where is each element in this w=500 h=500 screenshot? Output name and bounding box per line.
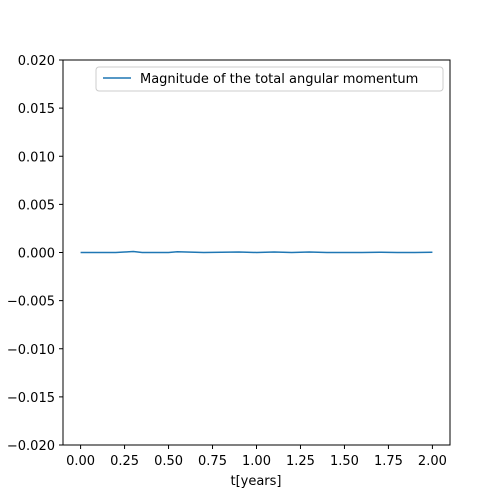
y-tick-label: −0.010 [7, 343, 55, 358]
y-tick-label: 0.010 [18, 150, 55, 165]
plot-area: 0.00 0.25 0.50 0.75 1.00 1.25 1.50 1.75 2.00 −0.… [7, 54, 451, 469]
x-tick-label: 0.25 [110, 454, 139, 469]
x-tick-label: 1.25 [286, 454, 315, 469]
y-tick-label: −0.005 [7, 295, 55, 310]
series-layer [80, 250, 433, 254]
y-axis: −0.020 −0.015 −0.010 −0.005 0.000 0.005 0.010 0… [7, 54, 63, 454]
x-tick-label: 0.75 [198, 454, 227, 469]
x-tick-label: 1.75 [374, 454, 403, 469]
legend-frame [95, 66, 444, 92]
y-tick-label: −0.020 [7, 439, 55, 454]
legend-entry-label: Magnitude of the total angular momentum [140, 72, 418, 87]
legend: Magnitude of the total angular momentum [95, 66, 444, 92]
x-tick-label: 0.00 [66, 454, 95, 469]
x-tick-label: 2.00 [418, 454, 447, 469]
x-tick-label: 1.00 [242, 454, 271, 469]
x-axis: 0.00 0.25 0.50 0.75 1.00 1.25 1.50 1.75 2.00 [66, 445, 447, 469]
x-axis-label: t[years] [230, 474, 281, 489]
y-tick-label: 0.015 [18, 102, 55, 117]
series-line [80, 250, 433, 254]
y-tick-label: 0.005 [18, 198, 55, 213]
x-tick-label: 1.50 [330, 454, 359, 469]
y-tick-label: 0.020 [18, 54, 55, 69]
y-tick-label: −0.015 [7, 391, 55, 406]
y-tick-label: 0.000 [18, 247, 55, 262]
x-tick-label: 0.50 [154, 454, 183, 469]
